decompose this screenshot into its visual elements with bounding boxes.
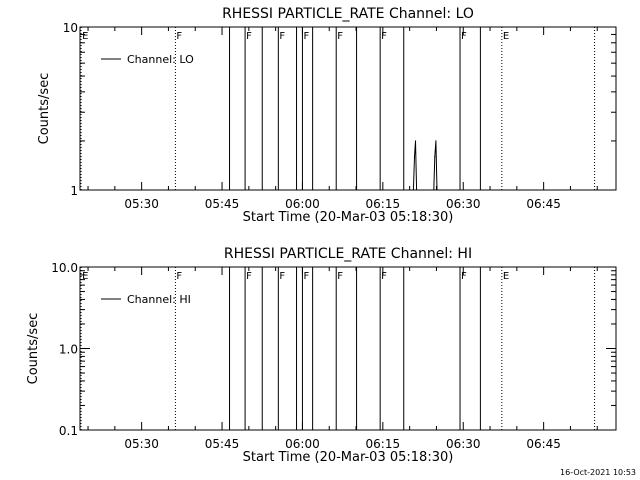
x-tick-label: 06:45 (526, 437, 561, 451)
event-marker-label: F (303, 31, 309, 42)
event-marker-label: F (176, 31, 182, 42)
x-tick-label: 05:45 (205, 437, 240, 451)
event-marker-label: F (337, 271, 343, 282)
x-tick-label: 06:00 (285, 197, 320, 211)
x-axis-label: Start Time (20-Mar-03 05:18:30) (243, 210, 454, 225)
legend-label: Channel: LO (127, 53, 194, 66)
event-marker-label: F (246, 31, 252, 42)
footer-timestamp: 16-Oct-2021 10:53 (560, 468, 636, 477)
x-tick-label: 05:45 (205, 197, 240, 211)
event-marker-label: E (82, 271, 88, 282)
chart-panel-lo: RHESSI PARTICLE_RATE Channel: LO E F F F F F F F… (37, 6, 617, 225)
data-point (414, 140, 417, 142)
event-marker-label: F (381, 271, 387, 282)
x-tick-label: 06:45 (526, 197, 561, 211)
event-marker-label: E (82, 31, 88, 42)
chart-title: RHESSI PARTICLE_RATE Channel: HI (224, 246, 472, 262)
event-marker-label: F (246, 271, 252, 282)
chart-title: RHESSI PARTICLE_RATE Channel: LO (222, 6, 474, 22)
event-marker-label: F (461, 31, 467, 42)
event-marker-label: E (503, 271, 509, 282)
x-tick-label: 06:00 (285, 437, 320, 451)
x-tick-label: 06:15 (366, 437, 401, 451)
event-marker-label: E (503, 31, 509, 42)
plot-frame (79, 26, 617, 191)
event-marker-label: F (461, 271, 467, 282)
y-tick-label: 1.0 (59, 343, 78, 357)
x-tick-label: 06:15 (366, 197, 401, 211)
event-marker-label: F (176, 271, 182, 282)
y-tick-label: 0.1 (59, 424, 78, 438)
x-axis-label: Start Time (20-Mar-03 05:18:30) (243, 450, 454, 465)
x-tick-label: 05:30 (124, 197, 159, 211)
event-marker-label: F (279, 271, 285, 282)
event-marker-label: F (303, 271, 309, 282)
y-axis-label: Counts/sec (37, 73, 52, 145)
y-tick-label: 1 (70, 184, 78, 198)
legend-label: Channel: HI (127, 293, 191, 306)
y-tick-label: 10.0 (51, 261, 78, 275)
data-point (434, 156, 436, 158)
event-marker-label: F (279, 31, 285, 42)
chart-panel-hi: RHESSI PARTICLE_RATE Channel: HI E F F F F F F F… (26, 246, 617, 465)
x-tick-label: 06:30 (446, 437, 481, 451)
y-axis-label: Counts/sec (26, 313, 41, 385)
x-tick-label: 06:30 (446, 197, 481, 211)
y-tick-label: 10 (63, 21, 78, 35)
data-point (413, 156, 416, 158)
x-tick-label: 05:30 (124, 437, 159, 451)
plot-frame (79, 266, 617, 431)
data-series-line (412, 140, 438, 191)
event-marker-label: F (337, 31, 343, 42)
data-point (435, 140, 437, 142)
event-marker-label: F (381, 31, 387, 42)
